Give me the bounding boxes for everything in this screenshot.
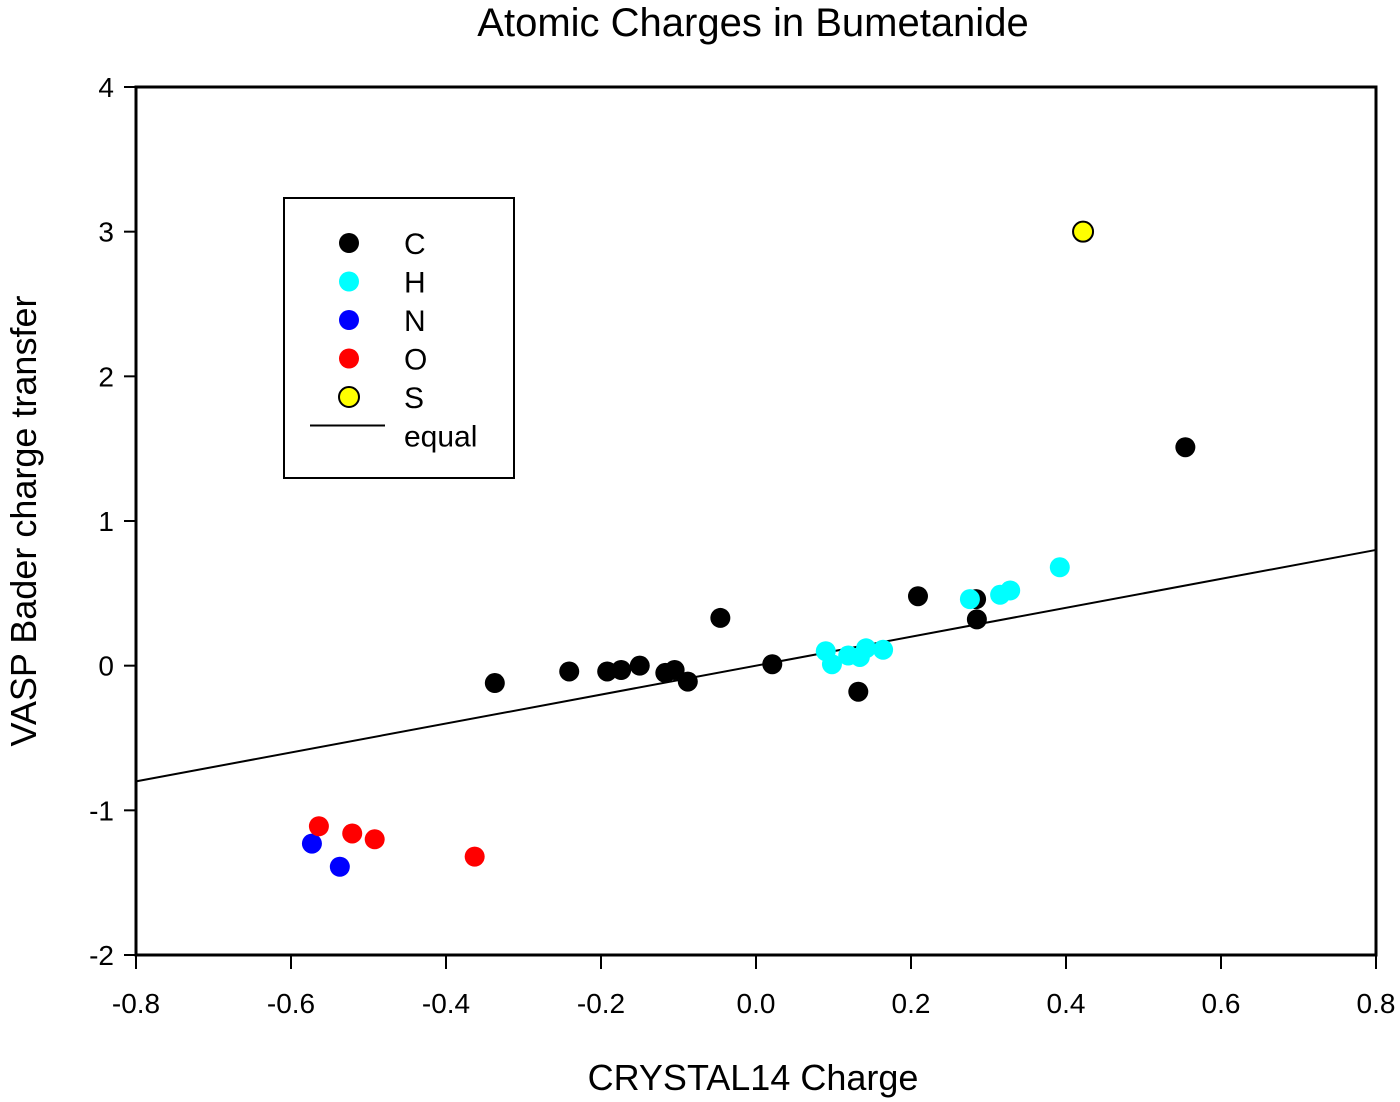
data-point-C (966, 609, 987, 630)
y-tick-label: 3 (98, 217, 114, 248)
equal-line-path (135, 548, 1377, 783)
x-axis-label: CRYSTAL14 Charge (588, 1057, 919, 1098)
legend-marker-icon (339, 233, 359, 253)
data-point-C (559, 661, 580, 682)
y-axis-label: VASP Bader charge transfer (3, 296, 44, 747)
legend-marker-icon (338, 386, 360, 408)
data-point-O (464, 846, 485, 867)
y-tick-label: 2 (98, 361, 114, 392)
data-point-S (1072, 220, 1095, 243)
x-tick-label: 0.0 (737, 988, 776, 1019)
y-tick-label: 0 (98, 651, 114, 682)
data-point-C (1175, 437, 1196, 458)
x-tick-label: 0.8 (1357, 988, 1396, 1019)
legend-label: N (404, 305, 426, 338)
y-tick-label: -1 (89, 795, 114, 826)
equal-line (135, 548, 1377, 783)
data-point-H (873, 639, 894, 660)
data-point-C (848, 681, 869, 702)
data-point-H (821, 654, 842, 675)
data-point-C (710, 607, 731, 628)
y-axis-ticks: -2 -1 0 1 2 3 4 (89, 72, 136, 971)
legend-label: S (404, 382, 424, 415)
x-tick-label: -0.8 (112, 988, 160, 1019)
data-point-H (1000, 580, 1021, 601)
x-tick-label: -0.4 (422, 988, 470, 1019)
data-point-C (907, 586, 928, 607)
legend-label: H (404, 267, 426, 300)
data-point-C (762, 654, 783, 675)
data-point-C (484, 673, 505, 694)
data-point-H (959, 589, 980, 610)
legend-marker-icon (339, 310, 359, 330)
legend-label: equal (404, 421, 477, 454)
y-tick-label: -2 (89, 940, 114, 971)
data-point-C (677, 671, 698, 692)
x-tick-label: -0.2 (577, 988, 625, 1019)
x-tick-label: 0.4 (1047, 988, 1086, 1019)
data-point-N (329, 856, 350, 877)
legend-marker-icon (339, 348, 359, 369)
x-tick-label: 0.6 (1202, 988, 1241, 1019)
x-tick-label: 0.2 (892, 988, 931, 1019)
y-tick-label: 1 (98, 506, 114, 537)
data-point-O (308, 816, 329, 837)
x-axis-ticks: -0.8 -0.6 -0.4 -0.2 0.0 0.2 0.4 0.6 0.8 (112, 955, 1396, 1019)
plot-area: -0.8 -0.6 -0.4 -0.2 0.0 0.2 0.4 0.6 0.8 -2 -1 0 1 2 3… (89, 72, 1395, 1019)
data-point-O (364, 829, 385, 850)
data-point-O (342, 823, 363, 844)
data-point-C (611, 660, 632, 681)
legend-label: O (404, 344, 427, 377)
data-point-C (664, 660, 685, 681)
x-tick-label: -0.6 (267, 988, 315, 1019)
legend-box (283, 197, 515, 479)
data-point-H (1049, 557, 1070, 578)
data-point-H (856, 638, 877, 659)
legend-label: C (404, 228, 426, 261)
data-point-N (301, 833, 322, 854)
data-points (301, 220, 1196, 877)
data-point-C (629, 655, 650, 676)
chart-title: Atomic Charges in Bumetanide (477, 1, 1028, 45)
legend-marker-icon (339, 271, 359, 292)
y-tick-label: 4 (98, 72, 114, 103)
